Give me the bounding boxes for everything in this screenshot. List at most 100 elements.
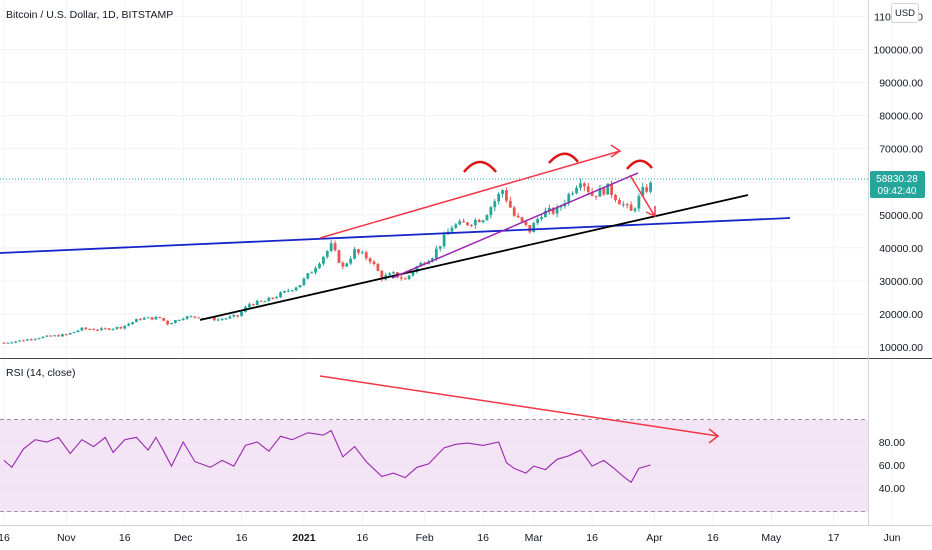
candle [598,185,602,197]
candle [135,318,138,323]
candle [29,338,33,341]
candle [84,327,88,331]
candle [625,202,629,209]
candle [582,182,586,191]
candle [306,272,310,280]
candle [489,205,493,219]
time-tick-label: 16 [0,532,10,544]
candle [567,192,571,206]
price-tick-label: 90000.00 [879,78,923,90]
candle [72,331,76,333]
candle [555,204,559,218]
time-tick-label: 16 [707,532,719,544]
breakdown-arrow[interactable] [629,174,655,216]
candle [162,317,166,322]
candle [45,335,49,337]
time-tick-label: 2021 [292,532,316,544]
candle [236,314,240,318]
price-tick-label: 40000.00 [879,243,923,255]
candle [536,217,540,226]
time-tick-label: Apr [646,532,663,544]
candle [96,328,99,332]
candle [154,315,158,320]
candle [119,326,123,330]
candle [275,295,279,299]
candle [333,240,337,252]
candle [111,328,115,331]
candle [115,326,119,331]
candle [579,178,582,191]
candle [360,250,364,254]
candle [25,338,29,341]
candle [345,262,349,268]
candle [185,315,189,321]
price-tick-label: 100000.00 [873,44,923,56]
candle [10,341,14,344]
candle [403,277,407,280]
candle [493,198,497,212]
support-line-blue[interactable] [0,217,791,254]
drawings[interactable] [0,144,791,321]
candle [18,340,21,342]
time-tick-label: 16 [356,532,368,544]
candle [146,317,150,319]
candle [298,284,302,288]
rsi-divergence-line[interactable] [319,375,719,437]
candle [37,337,41,340]
candle [88,328,92,330]
candle [173,319,177,324]
candle [540,213,543,221]
rsi-band-fill [0,420,868,512]
candle [505,187,508,203]
candle [314,266,317,275]
peak-arc-3 [626,159,653,170]
time-tick-label: 16 [119,532,131,544]
candle [255,299,259,306]
candle [341,261,345,270]
trendline-black[interactable] [199,194,749,321]
candle [551,206,555,216]
candle [193,316,197,319]
wedge-line-purple[interactable] [391,172,639,279]
candle [438,246,442,252]
time-tick-label: 16 [236,532,248,544]
candle [166,320,169,326]
candle [477,218,481,223]
candle [399,274,403,281]
time-tick-label: Dec [174,532,193,544]
candle [376,262,380,272]
currency-button[interactable]: USD [891,3,919,23]
peak-arc-2 [548,152,579,164]
rsi-axis-labels[interactable]: 80.00 60.00 40.00 [879,437,905,495]
candle [138,318,142,321]
candle [68,332,72,335]
candle [485,213,489,221]
candle [279,291,282,298]
rsi-divergence[interactable] [319,375,720,444]
candle [633,207,637,213]
time-axis-labels[interactable]: 16 Nov 16 Dec 16 2021 16 Feb 16 Mar 16 Apr 16 May 17 Ju… [0,532,901,544]
candle [462,218,466,223]
candle [267,296,271,302]
price-grid [0,15,868,348]
candle [80,327,84,332]
candle [497,192,501,205]
candle [516,212,520,219]
price-tick-label: 80000.00 [879,111,923,123]
time-tick-label: Jun [884,532,901,544]
breakdown-arrow-head [645,206,656,218]
candle [649,180,652,194]
channel-line-red[interactable] [319,150,621,239]
candle [586,182,590,195]
candle [259,300,263,302]
candle [501,189,504,198]
candle [380,269,384,282]
candle [512,205,516,217]
candle [372,260,376,266]
time-tick-label: Mar [525,532,544,544]
price-pane[interactable] [0,0,868,358]
candle [170,322,173,325]
candle [392,271,395,275]
candle [473,217,477,229]
